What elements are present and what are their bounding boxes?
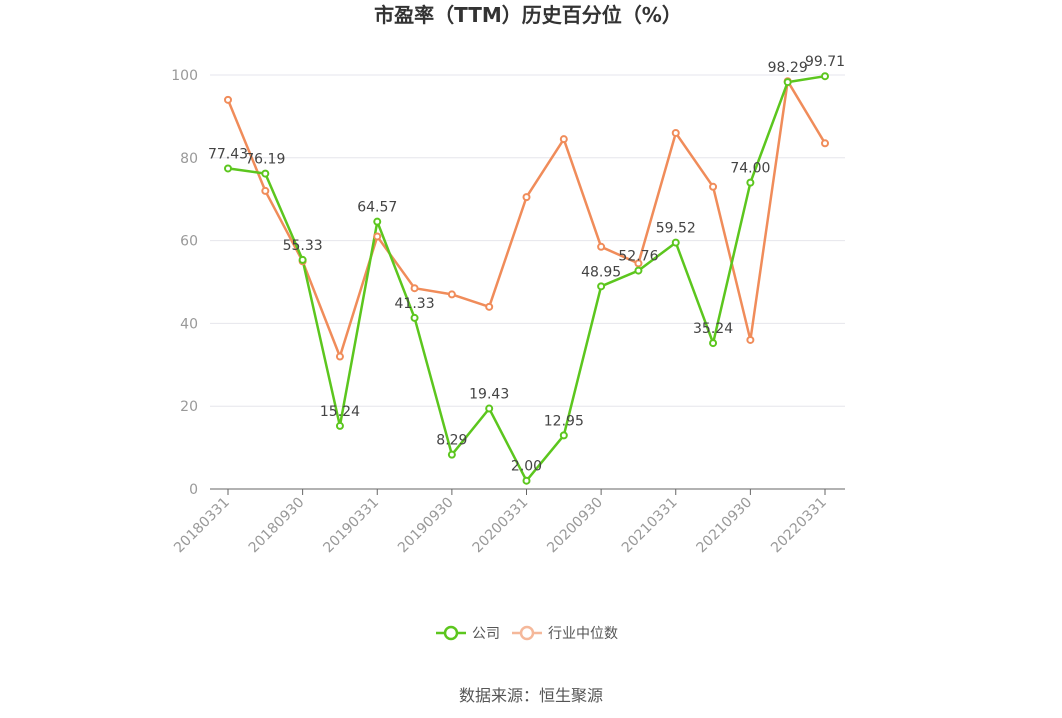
data-point[interactable] — [224, 95, 232, 104]
x-tick-label: 20210331 — [619, 495, 681, 557]
data-label: 19.43 — [469, 387, 509, 403]
source-note: 数据来源：恒生聚源 — [459, 686, 603, 705]
data-point[interactable] — [709, 339, 718, 348]
data-label: 99.71 — [805, 54, 845, 70]
legend-label: 行业中位数 — [548, 626, 618, 642]
data-point[interactable] — [559, 135, 568, 144]
legend-marker — [519, 625, 535, 641]
data-point[interactable] — [634, 259, 643, 268]
data-point[interactable] — [261, 169, 270, 178]
data-point[interactable] — [373, 217, 382, 226]
series-points — [224, 72, 829, 485]
data-point[interactable] — [298, 255, 307, 264]
data-label: 64.57 — [357, 200, 397, 216]
data-point[interactable] — [261, 186, 270, 195]
data-point[interactable] — [597, 242, 606, 251]
data-label: 59.52 — [656, 221, 696, 237]
x-tick-label: 20210930 — [693, 495, 755, 557]
data-point[interactable] — [783, 78, 792, 87]
data-label: 55.33 — [283, 238, 323, 254]
data-label: 76.19 — [245, 152, 285, 168]
x-tick-label: 20180331 — [171, 495, 233, 557]
x-tick-label: 20180930 — [246, 495, 308, 557]
x-tick-label: 20200930 — [544, 495, 606, 557]
data-point[interactable] — [746, 178, 755, 187]
data-label: 35.24 — [693, 321, 733, 337]
data-point[interactable] — [821, 139, 829, 148]
x-tick-label: 20190930 — [395, 495, 457, 557]
data-point[interactable] — [410, 284, 419, 293]
data-point[interactable] — [447, 290, 456, 299]
data-point[interactable] — [597, 282, 606, 291]
data-point[interactable] — [821, 72, 829, 81]
data-label: 98.29 — [768, 60, 808, 76]
data-label: 2.00 — [511, 459, 542, 475]
data-point[interactable] — [709, 182, 718, 191]
data-point[interactable] — [373, 232, 382, 241]
data-point[interactable] — [485, 302, 494, 311]
y-tick-label: 100 — [171, 68, 198, 84]
series-lines — [226, 74, 827, 482]
y-tick-label: 20 — [180, 399, 198, 415]
data-point[interactable] — [671, 128, 680, 137]
x-axis: 20180331 20180930 20190331 20190930 20200331… — [171, 488, 845, 557]
y-tick-label: 80 — [180, 151, 198, 167]
x-tick-label: 20190331 — [320, 495, 382, 557]
data-point[interactable] — [224, 164, 232, 173]
y-tick-label: 0 — [189, 482, 198, 498]
data-point[interactable] — [485, 404, 494, 413]
x-tick-label: 20200331 — [470, 495, 532, 557]
data-label: 15.24 — [320, 404, 360, 420]
legend[interactable]: 公司 行业中位数 — [436, 625, 618, 642]
data-point[interactable] — [447, 450, 456, 459]
data-label: 52.76 — [618, 249, 658, 265]
data-point[interactable] — [671, 238, 680, 247]
y-axis: 0 20 40 60 80 100 — [171, 68, 198, 498]
data-label: 8.29 — [436, 433, 467, 449]
legend-label: 公司 — [472, 626, 500, 642]
data-point[interactable] — [634, 266, 643, 275]
y-tick-label: 60 — [180, 234, 198, 250]
x-tick-label: 20220331 — [768, 495, 830, 557]
data-label: 77.43 — [208, 146, 248, 162]
y-tick-label: 40 — [180, 316, 198, 332]
legend-item-1[interactable]: 行业中位数 — [512, 625, 618, 642]
series-line-1 — [226, 79, 827, 358]
data-point[interactable] — [559, 431, 568, 440]
data-point[interactable] — [335, 421, 344, 430]
data-point[interactable] — [410, 313, 419, 322]
data-point[interactable] — [522, 476, 531, 485]
data-point[interactable] — [522, 193, 531, 202]
data-point[interactable] — [335, 352, 344, 361]
data-label: 48.95 — [581, 264, 621, 280]
data-label: 41.33 — [395, 296, 435, 312]
data-label: 12.95 — [544, 413, 584, 429]
legend-item-0[interactable]: 公司 — [436, 625, 500, 642]
legend-marker — [443, 625, 459, 641]
chart-title: 市盈率（TTM）历史百分位（%） — [374, 3, 682, 27]
data-label: 74.00 — [730, 161, 770, 177]
data-point[interactable] — [746, 335, 755, 344]
